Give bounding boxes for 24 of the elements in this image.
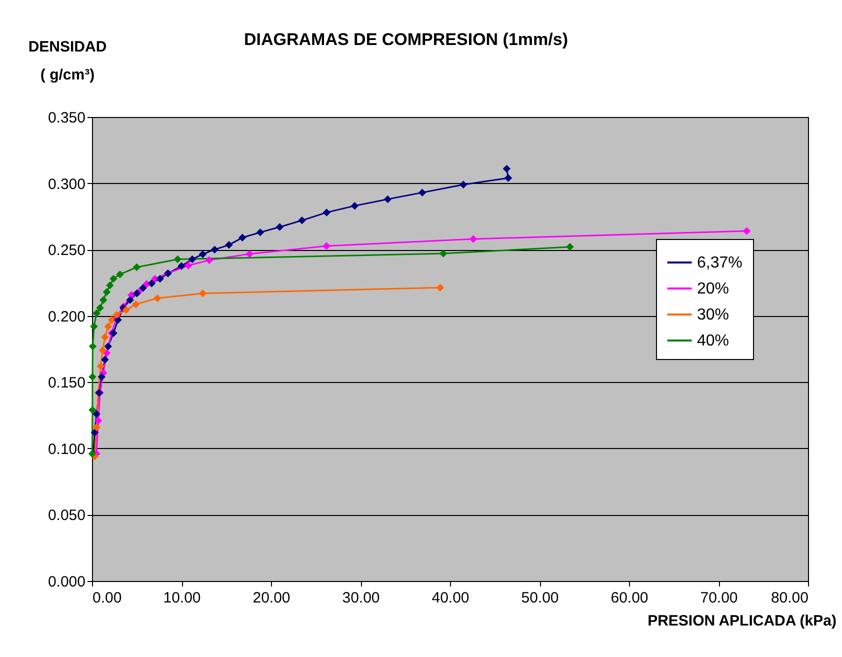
legend-label: 20% bbox=[697, 280, 730, 298]
y-tick-label: 0.000 bbox=[48, 574, 86, 590]
x-tick-label: 10.00 bbox=[163, 590, 201, 606]
x-tick-label: 40.00 bbox=[432, 590, 470, 606]
x-tick-label: 60.00 bbox=[610, 590, 648, 606]
y-tick-label: 0.150 bbox=[48, 374, 86, 392]
x-axis-title: PRESION APLICADA (kPa) bbox=[648, 612, 836, 630]
x-tick-label: 70.00 bbox=[700, 590, 738, 606]
chart-title: DIAGRAMAS DE COMPRESION (1mm/s) bbox=[244, 30, 568, 49]
x-tick-label: 50.00 bbox=[521, 590, 559, 606]
legend-label: 30% bbox=[697, 306, 730, 324]
legend-label: 6,37% bbox=[697, 254, 742, 272]
y-tick-label: 0.250 bbox=[48, 242, 86, 260]
y-tick-label: 0.300 bbox=[48, 176, 86, 193]
y-tick-label: 0.350 bbox=[48, 110, 86, 126]
y-axis-title: DENSIDAD ( g/cm³) bbox=[28, 38, 107, 84]
y-tick-label: 0.050 bbox=[48, 507, 86, 524]
legend-label: 40% bbox=[697, 332, 730, 350]
x-tick-label: 30.00 bbox=[342, 590, 380, 606]
x-tick-label: 80.00 bbox=[770, 590, 808, 606]
x-tick-label: 0.00 bbox=[92, 590, 122, 606]
y-tick-label: 0.100 bbox=[48, 440, 86, 458]
x-tick-label: 20.00 bbox=[252, 590, 290, 606]
y-tick-label: 0.200 bbox=[48, 308, 86, 326]
